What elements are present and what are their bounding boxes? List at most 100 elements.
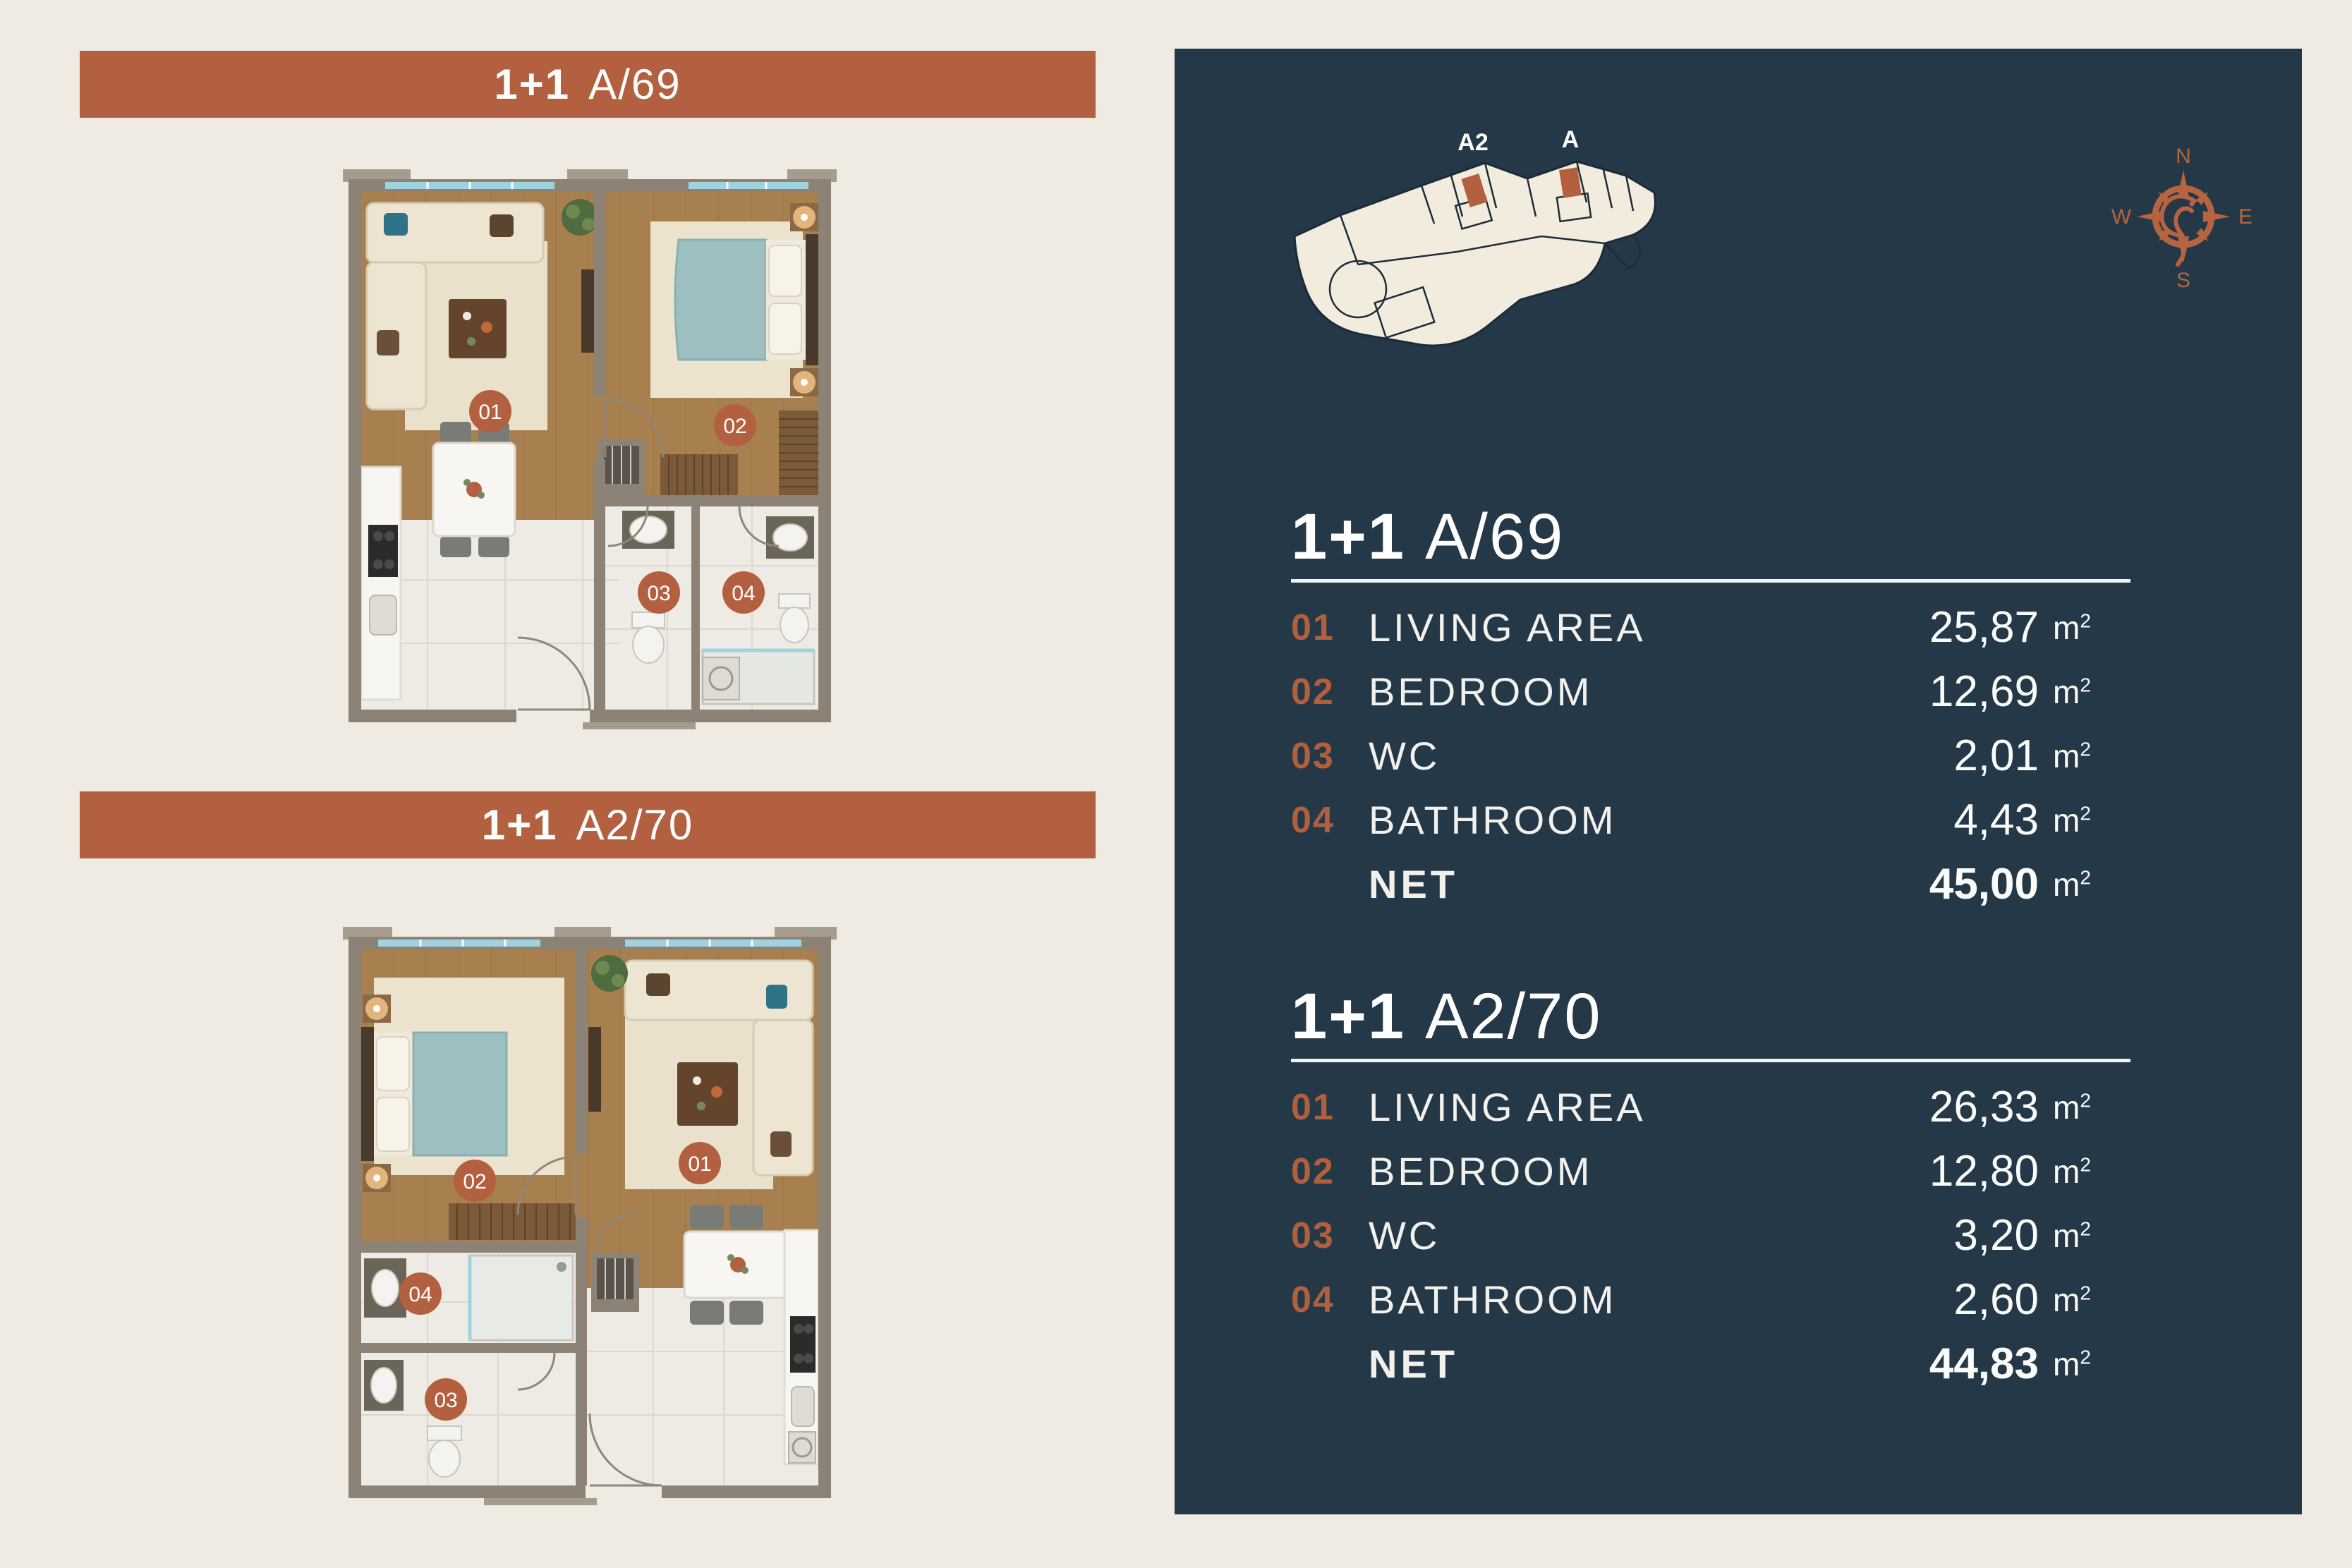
area-unit: m2 xyxy=(2053,1088,2091,1126)
row-number: 03 xyxy=(1291,735,1335,777)
furniture-living xyxy=(360,199,598,701)
bird-eye xyxy=(2189,201,2195,207)
svg-text:01: 01 xyxy=(478,401,502,424)
plan-banner-a2-70: 1+1 A2/70 xyxy=(80,791,1096,858)
shaft xyxy=(591,1253,639,1312)
title-divider xyxy=(1291,579,2130,583)
table-row: 01 LIVING AREA 26,33 m2 xyxy=(1291,1075,2130,1139)
fixtures-wc xyxy=(364,1360,462,1478)
room-label: BATHROOM xyxy=(1369,1277,1617,1322)
svg-text:04: 04 xyxy=(732,582,755,605)
room-label: WC xyxy=(1369,1213,1441,1258)
compass-e: E xyxy=(2238,205,2253,229)
table-row: 04 BATHROOM 4,43 m2 xyxy=(1291,788,2130,852)
table-row: 02 BEDROOM 12,80 m2 xyxy=(1291,1139,2130,1203)
banner-bold: 1+1 xyxy=(481,801,558,849)
area-unit: m2 xyxy=(2053,1281,2091,1318)
room-label: LIVING AREA xyxy=(1369,605,1646,650)
svg-text:02: 02 xyxy=(723,415,746,438)
table-row: 04 BATHROOM 2,60 m2 xyxy=(1291,1268,2130,1332)
table-rows: 01 LIVING AREA 25,87 m2 02 BEDROOM 12,69… xyxy=(1291,595,2130,916)
site-label-a2: A2 xyxy=(1457,129,1488,156)
table-title-bold: 1+1 xyxy=(1291,980,1406,1052)
net-label: NET xyxy=(1369,1342,1458,1386)
room-marker-01: 01 xyxy=(469,390,511,432)
room-marker-04: 04 xyxy=(722,571,765,614)
area-unit: m2 xyxy=(2053,673,2091,710)
net-value: 45,00 xyxy=(1929,860,2039,908)
unit-highlight-a2 xyxy=(1461,174,1488,207)
title-divider xyxy=(1291,1059,2130,1062)
shaft xyxy=(598,440,645,495)
svg-text:03: 03 xyxy=(434,1389,457,1412)
table-rows: 01 LIVING AREA 26,33 m2 02 BEDROOM 12,80… xyxy=(1291,1075,2130,1396)
net-value: 44,83 xyxy=(1929,1339,2039,1388)
compass-w: W xyxy=(2111,205,2132,229)
svg-text:02: 02 xyxy=(463,1170,486,1193)
furniture-living xyxy=(591,955,820,1466)
room-label: BATHROOM xyxy=(1369,798,1617,842)
windows xyxy=(378,940,801,947)
room-label: BEDROOM xyxy=(1369,669,1593,714)
area-unit: m2 xyxy=(2053,609,2091,646)
area-value: 12,80 xyxy=(1929,1147,2039,1196)
table-title-bold: 1+1 xyxy=(1291,501,1406,573)
svg-text:01: 01 xyxy=(688,1153,711,1176)
door-arcs xyxy=(517,398,780,711)
room-marker-02: 02 xyxy=(714,404,756,446)
row-number: 01 xyxy=(1291,607,1335,648)
compass-rose: N E S W xyxy=(2111,145,2253,292)
row-number: 02 xyxy=(1291,671,1335,712)
table-row-net: NET 44,83 m2 xyxy=(1291,1332,2130,1396)
compass-s: S xyxy=(2176,269,2190,292)
exterior-lintels xyxy=(343,927,837,940)
room-marker-04: 04 xyxy=(399,1272,442,1315)
info-panel: A2 A xyxy=(1175,49,2302,1514)
floor-plan-a69: 01 02 03 04 xyxy=(343,169,837,729)
room-marker-02: 02 xyxy=(454,1160,496,1202)
room-marker-01: 01 xyxy=(679,1142,721,1184)
room-label: WC xyxy=(1369,734,1441,778)
area-value: 2,01 xyxy=(1953,731,2039,780)
area-unit: m2 xyxy=(2053,801,2091,839)
svg-text:04: 04 xyxy=(408,1283,432,1306)
floor-plan-a2-70: 02 01 04 03 xyxy=(343,927,837,1505)
room-label: BEDROOM xyxy=(1369,1149,1593,1193)
area-value: 3,20 xyxy=(1953,1211,2039,1260)
row-number: 01 xyxy=(1291,1086,1335,1128)
door-arcs xyxy=(516,1155,662,1487)
area-unit: m2 xyxy=(2053,1153,2091,1190)
row-number: 02 xyxy=(1291,1150,1335,1192)
table-row: 02 BEDROOM 12,69 m2 xyxy=(1291,660,2130,724)
area-unit: m2 xyxy=(2053,1345,2091,1382)
table-title-rest: A2/70 xyxy=(1425,980,1602,1052)
table-row: 03 WC 3,20 m2 xyxy=(1291,1203,2130,1268)
table-title: 1+1 A2/70 xyxy=(1291,980,2130,1052)
banner-label: A/69 xyxy=(588,61,681,108)
area-value: 2,60 xyxy=(1953,1275,2039,1324)
fixtures-bathroom xyxy=(701,516,816,705)
fixtures-bathroom xyxy=(364,1254,574,1342)
net-label: NET xyxy=(1369,862,1458,906)
fixtures-wc xyxy=(622,511,674,664)
room-marker-03: 03 xyxy=(425,1378,467,1421)
exterior-lintels xyxy=(343,169,837,182)
furniture-bedroom xyxy=(660,203,818,495)
area-value: 4,43 xyxy=(1953,796,2039,844)
table-row: 03 WC 2,01 m2 xyxy=(1291,724,2130,788)
room-marker-03: 03 xyxy=(638,571,680,614)
table-row: 01 LIVING AREA 25,87 m2 xyxy=(1291,595,2130,660)
compass-n: N xyxy=(2176,145,2191,168)
table-title: 1+1 A/69 xyxy=(1291,500,2130,573)
area-unit: m2 xyxy=(2053,737,2091,774)
row-number: 04 xyxy=(1291,799,1335,841)
area-value: 25,87 xyxy=(1929,603,2039,652)
table-title-rest: A/69 xyxy=(1425,501,1565,573)
plan-banner-a69: 1+1 A/69 xyxy=(80,51,1096,118)
site-plan: A2 A xyxy=(1293,126,1656,347)
area-value: 12,69 xyxy=(1929,667,2039,716)
furniture-bedroom xyxy=(361,995,601,1240)
bird-motif xyxy=(2159,194,2197,267)
area-table-a2-70: 1+1 A2/70 01 LIVING AREA 26,33 m2 02 BED… xyxy=(1291,980,2130,1396)
